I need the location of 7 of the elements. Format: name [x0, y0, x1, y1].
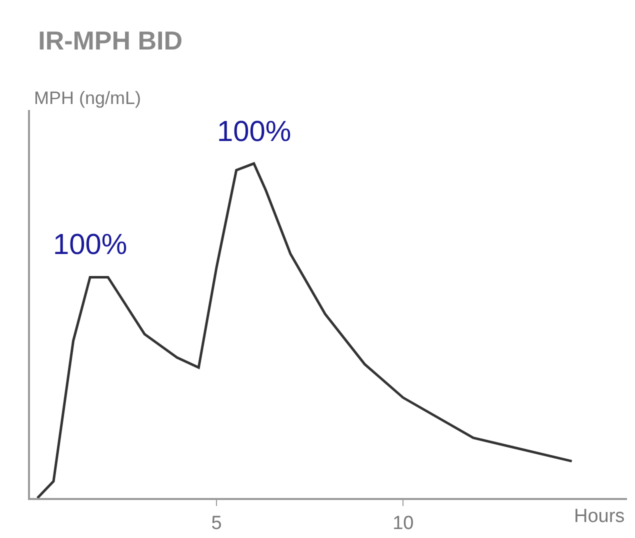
chart-title: IR-MPH BID [38, 25, 183, 56]
y-axis-title: MPH (ng/mL) [34, 88, 142, 108]
x-tick-label: 10 [392, 512, 414, 534]
x-tick-label: 5 [211, 512, 222, 534]
annotation: 100% [217, 116, 292, 148]
annotation: 100% [53, 229, 128, 261]
x-axis-title: Hours [574, 506, 625, 527]
